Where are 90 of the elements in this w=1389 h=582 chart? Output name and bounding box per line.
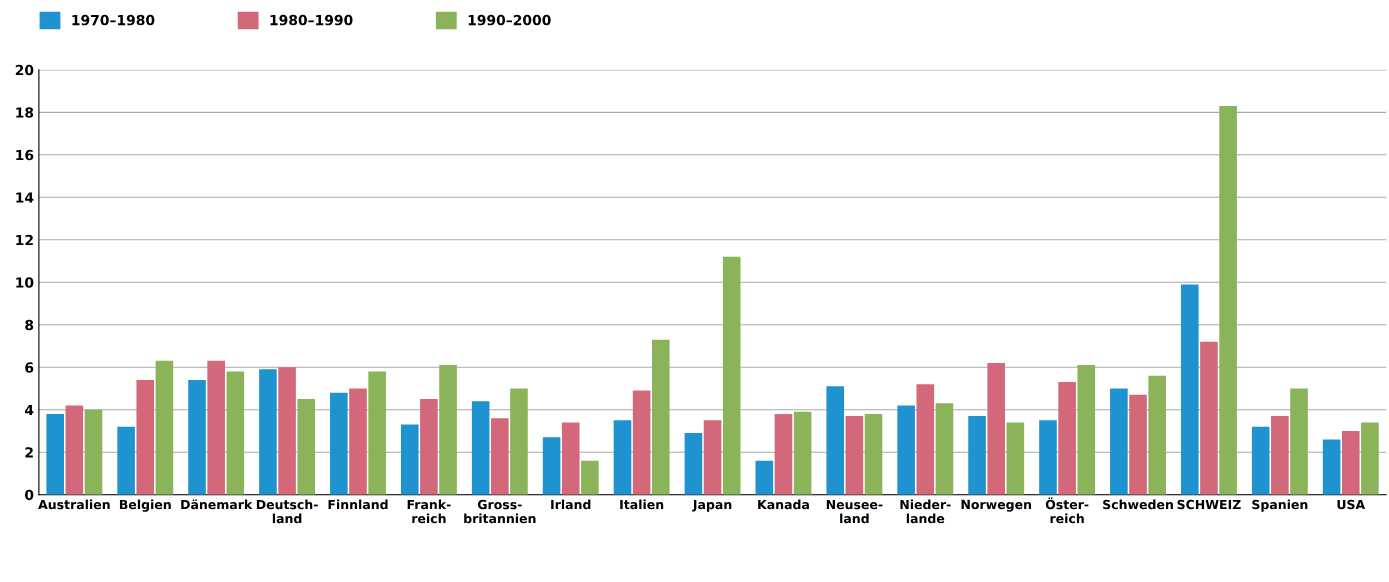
- bar: [207, 360, 225, 495]
- bar: [439, 365, 457, 495]
- bar: [968, 416, 986, 495]
- bar: [561, 422, 580, 495]
- bar: [491, 418, 509, 495]
- bar: [188, 379, 206, 495]
- y-tick-label: 14: [16, 192, 34, 203]
- bar: [84, 409, 103, 495]
- bar: [136, 379, 155, 495]
- x-tick-label: Kanada: [758, 499, 809, 510]
- bar: [226, 371, 245, 495]
- bar: [1110, 388, 1128, 495]
- y-tick-label: 18: [16, 107, 34, 118]
- x-tick-label: SCHWEIZ: [1177, 499, 1241, 510]
- bar: [613, 420, 632, 495]
- x-tick-label: Nieder- lande: [900, 499, 951, 524]
- x-tick-label: Spanien: [1252, 499, 1308, 512]
- x-tick-label: USA: [1337, 499, 1366, 510]
- bar: [1271, 416, 1289, 495]
- bar: [1341, 430, 1360, 495]
- bar: [651, 339, 670, 495]
- bar: [987, 362, 1006, 495]
- bar: [722, 256, 741, 495]
- bar: [117, 426, 135, 495]
- bar: [703, 420, 722, 495]
- bar: [684, 433, 703, 495]
- x-tick-label: Frank- reich: [407, 499, 451, 524]
- y-tick-label: 0: [25, 489, 34, 501]
- bar: [400, 424, 419, 495]
- bar: [1148, 375, 1166, 495]
- bar: [935, 403, 954, 495]
- y-tick-label: 6: [25, 362, 34, 373]
- bar: [774, 413, 793, 495]
- x-tick-label: Australien: [38, 499, 110, 510]
- x-tick-label: Dänemark: [181, 499, 253, 510]
- bar: [1058, 382, 1076, 495]
- bar: [845, 416, 864, 495]
- bar: [897, 405, 915, 495]
- bar: [471, 401, 490, 495]
- bar: [864, 413, 883, 495]
- bar: [916, 384, 935, 495]
- legend-label: 1990–2000: [468, 14, 551, 26]
- bar: [1077, 365, 1096, 495]
- bar: [510, 388, 528, 495]
- bar: [368, 371, 386, 495]
- y-tick-label: 20: [15, 64, 34, 76]
- x-tick-label: Belgien: [119, 499, 171, 512]
- bar: [1039, 420, 1057, 495]
- x-tick-label: Irland: [551, 499, 591, 510]
- x-tick-label: Öster- reich: [1045, 497, 1089, 524]
- bar: [297, 399, 316, 495]
- bar: [632, 390, 651, 495]
- bar: [1219, 105, 1237, 495]
- bar: [65, 405, 84, 495]
- bar: [542, 437, 561, 495]
- x-tick-label: Finnland: [328, 499, 388, 510]
- bar: [755, 460, 774, 495]
- bar: [420, 399, 438, 495]
- bar: [581, 460, 599, 495]
- legend-label: 1970–1980: [72, 14, 155, 26]
- bar: [1322, 439, 1341, 495]
- x-tick-label: Norwegen: [961, 499, 1032, 512]
- legend-label: 1980–1990: [270, 14, 353, 26]
- bar: [259, 369, 277, 495]
- x-tick-label: Gross- britannien: [464, 499, 536, 524]
- bar: [793, 411, 812, 495]
- bar: [1290, 388, 1308, 495]
- x-tick-label: Schweden: [1103, 499, 1173, 510]
- y-tick-label: 8: [25, 319, 34, 331]
- bar: [1006, 422, 1025, 495]
- y-tick-label: 16: [16, 149, 34, 161]
- x-tick-label: Japan: [692, 499, 732, 512]
- bar: [349, 388, 367, 495]
- bar: [330, 392, 348, 495]
- y-tick-label: 4: [24, 404, 34, 415]
- bar: [278, 367, 296, 495]
- bar: [46, 413, 65, 495]
- bar: [155, 360, 174, 495]
- x-tick-label: Italien: [620, 499, 664, 510]
- bar: [826, 386, 845, 495]
- x-tick-label: Neusee- land: [826, 499, 883, 524]
- x-tick-label: Deutsch- land: [256, 499, 318, 524]
- bar: [1129, 394, 1147, 495]
- bar: [1361, 422, 1379, 495]
- bar: [1200, 341, 1218, 495]
- bar: [1251, 426, 1270, 495]
- bar: [1180, 284, 1199, 495]
- y-tick-label: 2: [25, 447, 33, 458]
- y-tick-label: 12: [16, 234, 33, 246]
- y-tick-label: 10: [16, 277, 34, 288]
